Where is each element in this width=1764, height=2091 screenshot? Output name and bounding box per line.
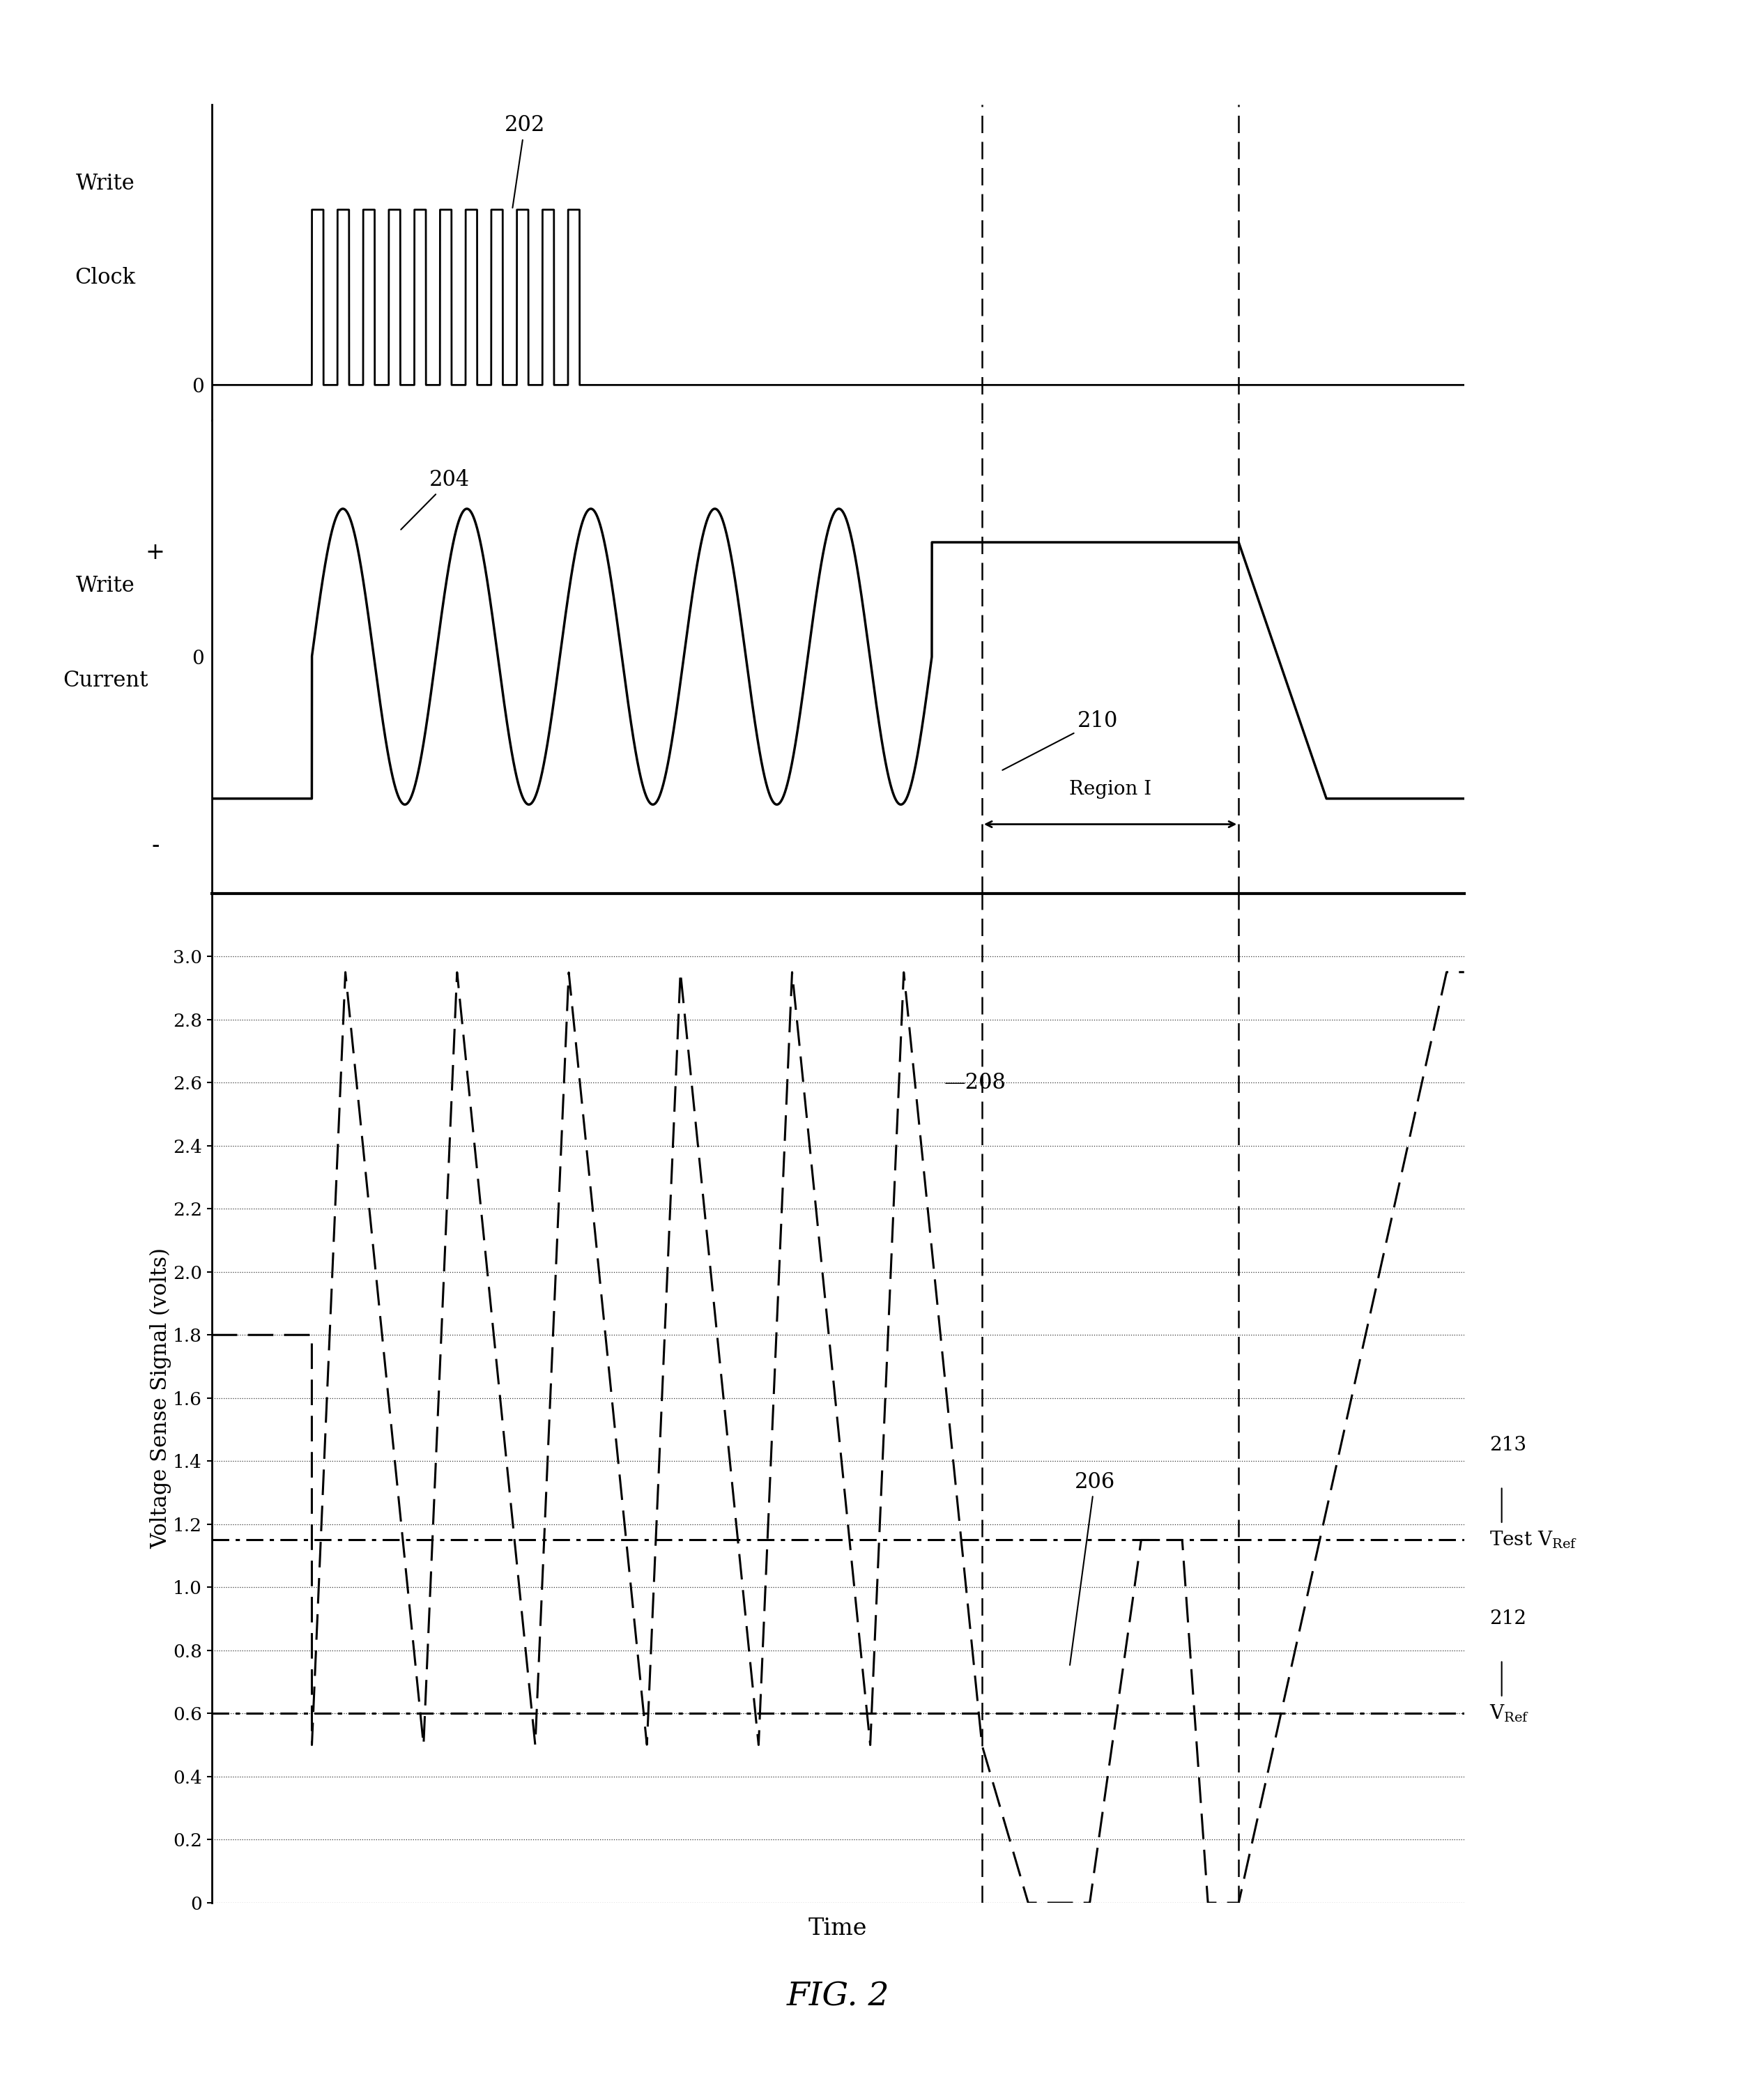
- Text: Write: Write: [76, 575, 134, 596]
- Text: V$_\mathregular{Ref}$: V$_\mathregular{Ref}$: [1489, 1704, 1529, 1723]
- X-axis label: Time: Time: [808, 1917, 868, 1940]
- Text: 202: 202: [505, 115, 545, 207]
- Text: 204: 204: [400, 468, 469, 529]
- Text: —208: —208: [944, 1073, 1005, 1094]
- Text: Current: Current: [62, 669, 148, 692]
- Text: Clock: Clock: [74, 268, 136, 289]
- Text: FIG. 2: FIG. 2: [787, 1980, 889, 2014]
- Text: -: -: [152, 834, 159, 857]
- Text: Write: Write: [76, 174, 134, 194]
- Text: +: +: [146, 542, 166, 565]
- Text: 210: 210: [1002, 711, 1118, 769]
- Text: 206: 206: [1069, 1472, 1115, 1664]
- Text: 212: 212: [1489, 1610, 1526, 1629]
- Text: 213: 213: [1489, 1437, 1526, 1455]
- Text: Region I: Region I: [1069, 780, 1152, 799]
- Text: Test V$_\mathregular{Ref}$: Test V$_\mathregular{Ref}$: [1489, 1531, 1577, 1549]
- Y-axis label: Voltage Sense Signal (volts): Voltage Sense Signal (volts): [150, 1248, 171, 1549]
